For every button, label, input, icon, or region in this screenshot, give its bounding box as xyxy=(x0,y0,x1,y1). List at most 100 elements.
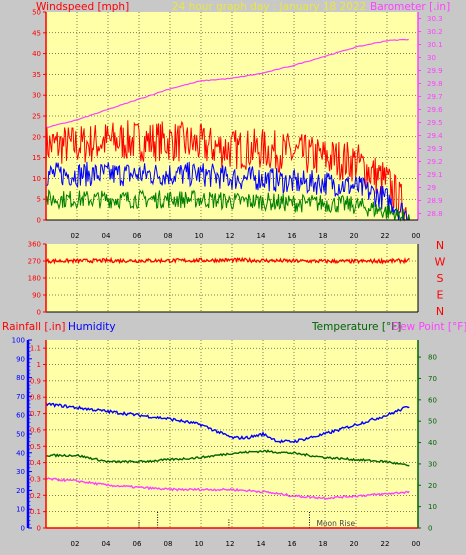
rainfall-legend: Rainfall [.in] xyxy=(2,321,65,333)
x-tick-label: 02 xyxy=(71,232,80,240)
x-tick-label: 20 xyxy=(350,540,359,548)
humidity-tick-label: 10 xyxy=(16,506,25,514)
x-tick-label: 04 xyxy=(102,232,111,240)
humidity-line xyxy=(45,402,410,444)
rainfall-axis: 0 0.1 0.2 0.3 0.4 0.5 0.6 0.7 0.8 0.9 1 1.1 xyxy=(30,340,47,533)
x-tick-label: 20 xyxy=(350,232,359,240)
temperature-tick-label: 60 xyxy=(428,396,437,404)
x-tick-label: 14 xyxy=(257,540,266,548)
temperature-tick-label: 0 xyxy=(428,525,432,533)
humidity-tick-label: 90 xyxy=(16,355,25,363)
windspeed-axis: 0 5 10 15 20 25 30 35 40 45 50 xyxy=(32,9,47,225)
humidity-tick-label: 50 xyxy=(16,431,25,439)
direction-tick-label: 180 xyxy=(28,275,41,283)
humidity-tick-label: 40 xyxy=(16,449,25,457)
x-tick-label: 02 xyxy=(71,540,80,548)
barometer-tick-label: 29.8 xyxy=(427,80,443,88)
windspeed-tick-label: 0 xyxy=(37,217,41,225)
humidity-axis: 0 10 20 30 40 50 60 70 80 90 100 xyxy=(12,337,32,533)
temperature-tick-label: 10 xyxy=(428,503,437,511)
x-tick-label: 00 xyxy=(412,540,421,548)
compass-label: N xyxy=(436,239,444,252)
humidity-tick-label: 20 xyxy=(16,487,25,495)
x-tick-label: 22 xyxy=(381,232,390,240)
wind-panel-x-axis: 02 04 06 08 10 12 14 16 18 20 22 00 xyxy=(46,219,421,240)
temperature-tick-label: 70 xyxy=(428,375,437,383)
x-tick-label: 18 xyxy=(319,540,328,548)
barometer-tick-label: 29.7 xyxy=(427,93,443,101)
barometer-tick-label: 28.9 xyxy=(427,197,443,205)
wind-panel-grid xyxy=(46,12,419,220)
windspeed-avg-line xyxy=(45,161,410,221)
x-tick-label: 18 xyxy=(319,232,328,240)
barometer-tick-label: 29.2 xyxy=(427,158,443,166)
x-tick-label: 16 xyxy=(288,540,297,548)
temperature-axis: 0 10 20 30 40 50 60 70 80 xyxy=(417,340,437,533)
windspeed-tick-label: 30 xyxy=(32,92,41,100)
direction-tick-label: 270 xyxy=(28,258,41,266)
x-tick-label: 12 xyxy=(226,232,235,240)
x-tick-label: 00 xyxy=(412,232,421,240)
windspeed-tick-label: 45 xyxy=(32,29,41,37)
compass-label: E xyxy=(437,289,444,302)
windspeed-tick-label: 35 xyxy=(32,71,41,79)
temperature-tick-label: 30 xyxy=(428,460,437,468)
compass-label: S xyxy=(437,272,444,285)
humidity-legend: Humidity xyxy=(68,321,116,333)
x-tick-label: 10 xyxy=(195,540,204,548)
barometer-tick-label: 30.3 xyxy=(427,15,443,23)
windspeed-title: Windspeed [mph] xyxy=(36,1,129,13)
windspeed-gust-line xyxy=(45,120,411,222)
temperature-line xyxy=(45,449,410,467)
rainfall-tick-label: 0.1 xyxy=(30,508,41,516)
x-tick-label: 12 xyxy=(226,540,235,548)
x-tick-label: 08 xyxy=(164,540,173,548)
rainfall-tick-label: 0.6 xyxy=(30,426,42,434)
x-tick-label: 14 xyxy=(257,232,266,240)
moon-rise-annotation: Moon Rise xyxy=(138,512,355,528)
barometer-tick-label: 28.8 xyxy=(427,210,443,218)
humidity-tick-label: 0 xyxy=(21,525,25,533)
rainfall-tick-label: 0 xyxy=(37,525,41,533)
windspeed-tick-label: 25 xyxy=(32,113,41,121)
barometer-tick-label: 29 xyxy=(427,184,436,192)
rainfall-tick-label: 0.2 xyxy=(30,492,41,500)
x-tick-label: 06 xyxy=(133,540,142,548)
dewpoint-legend: Dew Point [°F] xyxy=(392,321,466,333)
windspeed-tick-label: 15 xyxy=(32,154,41,162)
barometer-tick-label: 29.6 xyxy=(427,106,443,114)
humidity-tick-label: 100 xyxy=(12,337,25,345)
wind-panel-series xyxy=(45,38,411,222)
barometer-tick-label: 29.5 xyxy=(427,119,443,127)
climate-panel-series xyxy=(45,402,410,500)
compass-label: W xyxy=(435,256,446,269)
x-tick-label: 08 xyxy=(164,232,173,240)
humidity-tick-label: 30 xyxy=(16,468,25,476)
barometer-tick-label: 30 xyxy=(427,54,436,62)
climate-panel-x-axis: 02 04 06 08 10 12 14 16 18 20 22 00 xyxy=(46,527,421,548)
rainfall-tick-label: 0.3 xyxy=(30,475,41,483)
barometer-tick-label: 30.2 xyxy=(427,28,443,36)
x-tick-label: 16 xyxy=(288,232,297,240)
dewpoint-line xyxy=(45,477,410,500)
rainfall-tick-label: 1 xyxy=(37,361,41,369)
barometer-tick-label: 29.9 xyxy=(427,67,443,75)
x-tick-label: 06 xyxy=(133,232,142,240)
windspeed-low-line xyxy=(45,188,411,222)
rainfall-tick-label: 0.9 xyxy=(30,377,41,385)
rainfall-tick-label: 1.1 xyxy=(30,345,41,353)
compass-label: N xyxy=(436,305,444,318)
rainfall-tick-label: 0.4 xyxy=(30,459,42,467)
windspeed-tick-label: 5 xyxy=(37,196,41,204)
humidity-tick-label: 80 xyxy=(16,374,25,382)
windspeed-tick-label: 20 xyxy=(32,133,41,141)
direction-tick-label: 90 xyxy=(32,292,41,300)
temperature-tick-label: 20 xyxy=(428,482,437,490)
direction-panel-grid xyxy=(46,244,419,313)
windspeed-tick-label: 50 xyxy=(32,9,41,17)
rainfall-tick-label: 0.7 xyxy=(30,410,41,418)
windspeed-tick-label: 10 xyxy=(32,175,41,183)
direction-panel-series xyxy=(45,256,410,265)
direction-tick-label: 360 xyxy=(28,241,41,249)
